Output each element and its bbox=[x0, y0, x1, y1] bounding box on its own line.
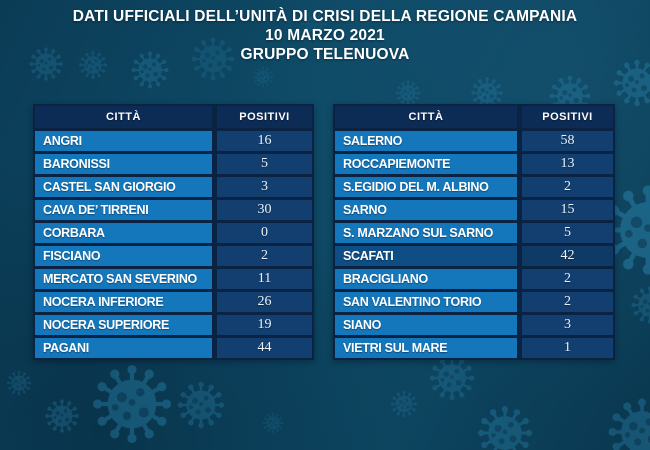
positives-cell: 2 bbox=[522, 177, 613, 197]
table-right: CITTÀ POSITIVI SALERNO 58 ROCCAPIEMONTE … bbox=[333, 104, 615, 360]
positives-cell: 5 bbox=[522, 223, 613, 243]
city-cell: CASTEL SAN GIORGIO bbox=[35, 177, 212, 197]
virus-icon bbox=[390, 390, 418, 418]
positives-cell: 26 bbox=[217, 292, 312, 312]
title-line-attribution: GRUPPO TELENUOVA bbox=[240, 46, 410, 63]
virus-icon bbox=[176, 380, 226, 430]
table-left: CITTÀ POSITIVI ANGRI 16 BARONISSI 5 CAST… bbox=[33, 104, 314, 360]
city-cell: FISCIANO bbox=[35, 246, 212, 266]
city-cell: SAN VALENTINO TORIO bbox=[335, 292, 517, 312]
city-cell: SIANO bbox=[335, 315, 517, 335]
city-cell: NOCERA INFERIORE bbox=[35, 292, 212, 312]
virus-icon bbox=[262, 412, 284, 434]
city-cell: SCAFATI bbox=[335, 246, 517, 266]
positives-cell: 2 bbox=[522, 292, 613, 312]
positives-cell: 3 bbox=[217, 177, 312, 197]
virus-icon bbox=[6, 370, 32, 396]
positives-cell: 15 bbox=[522, 200, 613, 220]
positives-cell: 2 bbox=[522, 269, 613, 289]
virus-icon bbox=[90, 362, 174, 446]
virus-icon bbox=[44, 398, 80, 434]
virus-icon bbox=[395, 80, 421, 106]
positives-cell: 16 bbox=[217, 131, 312, 151]
positives-cell: 3 bbox=[522, 315, 613, 335]
title-line-main: DATI UFFICIALI DELL’UNITÀ DI CRISI DELLA… bbox=[72, 8, 578, 25]
positives-cell: 30 bbox=[217, 200, 312, 220]
city-cell: S. MARZANO SUL SARNO bbox=[335, 223, 517, 243]
city-cell: S.EGIDIO DEL M. ALBINO bbox=[335, 177, 517, 197]
positives-cell: 19 bbox=[217, 315, 312, 335]
city-cell: SARNO bbox=[335, 200, 517, 220]
title-block: DATI UFFICIALI DELL’UNITÀ DI CRISI DELLA… bbox=[0, 7, 650, 64]
city-cell: BRACIGLIANO bbox=[335, 269, 517, 289]
city-cell: ANGRI bbox=[35, 131, 212, 151]
virus-icon bbox=[428, 354, 476, 402]
virus-icon bbox=[252, 66, 274, 88]
column-header-city: CITTÀ bbox=[35, 106, 212, 128]
city-cell: NOCERA SUPERIORE bbox=[35, 315, 212, 335]
title-line-date: 10 MARZO 2021 bbox=[265, 27, 385, 44]
column-header-city: CITTÀ bbox=[335, 106, 517, 128]
positives-cell: 1 bbox=[522, 338, 613, 358]
city-cell: BARONISSI bbox=[35, 154, 212, 174]
city-cell: CORBARA bbox=[35, 223, 212, 243]
city-cell: MERCATO SAN SEVERINO bbox=[35, 269, 212, 289]
positives-cell: 42 bbox=[522, 246, 613, 266]
virus-icon bbox=[612, 58, 650, 108]
virus-icon bbox=[476, 404, 534, 450]
column-header-positives: POSITIVI bbox=[522, 106, 613, 128]
column-header-positives: POSITIVI bbox=[217, 106, 312, 128]
positives-cell: 11 bbox=[217, 269, 312, 289]
city-cell: PAGANI bbox=[35, 338, 212, 358]
positives-cell: 2 bbox=[217, 246, 312, 266]
positives-cell: 44 bbox=[217, 338, 312, 358]
city-cell: VIETRI SUL MARE bbox=[335, 338, 517, 358]
city-cell: ROCCAPIEMONTE bbox=[335, 154, 517, 174]
positives-cell: 58 bbox=[522, 131, 613, 151]
virus-icon bbox=[606, 396, 650, 450]
city-cell: CAVA DE’ TIRRENI bbox=[35, 200, 212, 220]
positives-cell: 13 bbox=[522, 154, 613, 174]
positives-cell: 0 bbox=[217, 223, 312, 243]
positives-cell: 5 bbox=[217, 154, 312, 174]
city-cell: SALERNO bbox=[335, 131, 517, 151]
virus-icon bbox=[630, 285, 650, 325]
